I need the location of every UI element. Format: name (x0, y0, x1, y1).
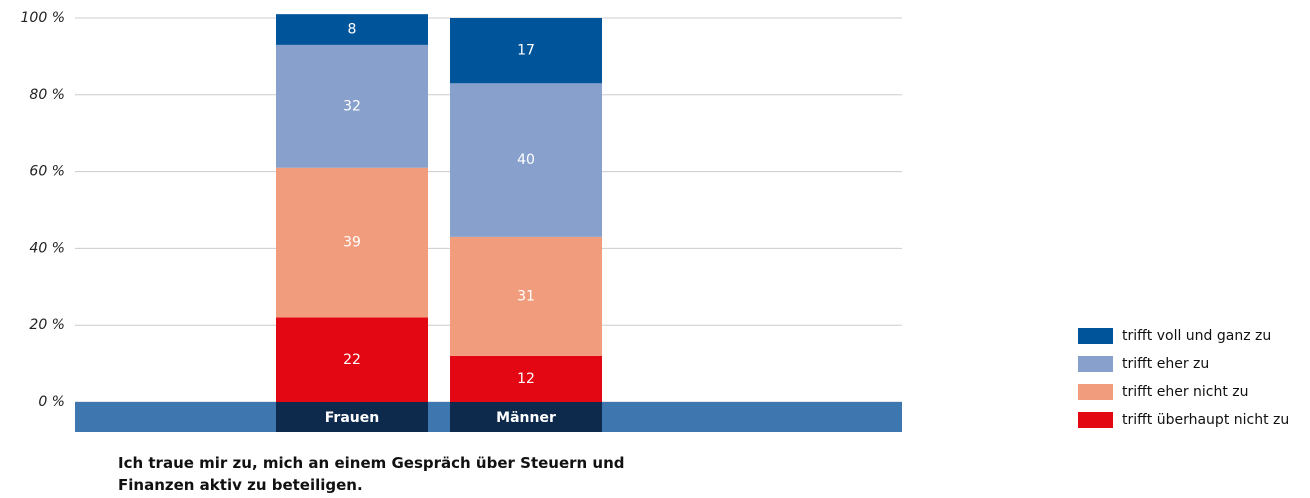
bar-segment (450, 83, 602, 237)
chart: 0 % 20 % 40 % 60 % 80 % 100 % Frauen 22 39 32 8 Män… (21, 10, 1289, 432)
data-label: 39 (343, 235, 361, 251)
bar-segment (276, 167, 428, 318)
y-tick-label: 100 % (21, 10, 65, 26)
bar-segment (450, 355, 602, 402)
data-label: 22 (343, 352, 361, 368)
data-label: 8 (348, 22, 357, 38)
legend-label: trifft eher zu (1122, 356, 1209, 372)
bar-segment (276, 14, 428, 45)
data-label: 32 (343, 98, 361, 114)
legend-swatch (1078, 356, 1113, 372)
bar-segment (276, 317, 428, 402)
bar-segment (450, 18, 602, 84)
legend-swatch (1078, 328, 1113, 344)
data-label: 40 (517, 152, 535, 168)
legend-swatch (1078, 384, 1113, 400)
y-tick-label: 80 % (29, 87, 65, 103)
y-tick-label: 60 % (29, 164, 65, 180)
data-label: 12 (517, 371, 535, 387)
chart-title: Ich traue mir zu, mich an einem Gespräch… (118, 454, 625, 494)
legend-label: trifft voll und ganz zu (1122, 328, 1271, 344)
data-label: 17 (517, 43, 535, 59)
legend-swatch (1078, 412, 1113, 428)
x-tick-label: Männer (496, 410, 556, 426)
y-tick-label: 40 % (29, 240, 65, 256)
y-tick-label: 20 % (29, 317, 65, 333)
category-box (450, 402, 602, 432)
y-tick-label: 0 % (38, 394, 65, 410)
x-tick-label: Frauen (325, 410, 379, 426)
legend-label: trifft eher nicht zu (1122, 384, 1249, 400)
legend-label: trifft überhaupt nicht zu (1122, 412, 1289, 428)
bar-segment (450, 236, 602, 356)
data-label: 31 (517, 288, 535, 304)
bar-segment (276, 44, 428, 168)
category-box (276, 402, 428, 432)
